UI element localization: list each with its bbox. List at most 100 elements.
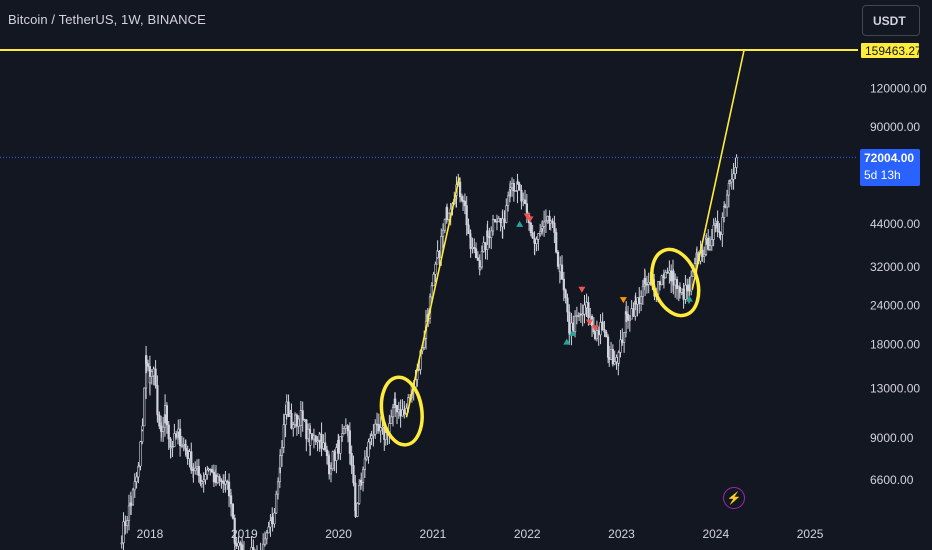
x-tick-label: 2022 (514, 527, 541, 541)
candle-body (645, 283, 648, 286)
candle-body (150, 371, 153, 377)
candle-body (339, 436, 342, 454)
x-tick-label: 2023 (608, 527, 635, 541)
symbol-title: Bitcoin / TetherUS, 1W, BINANCE (8, 12, 206, 27)
candle-body (209, 468, 212, 471)
candle-body (163, 405, 167, 416)
candle-body (175, 433, 178, 438)
candle-body (370, 435, 373, 439)
candle-body (480, 251, 483, 268)
candle-body (124, 521, 127, 526)
candle-body (725, 194, 729, 208)
candle-body (516, 181, 519, 185)
candle-body (167, 424, 170, 440)
candle-body (206, 469, 209, 476)
candle-body (707, 237, 710, 250)
candle-body (664, 271, 667, 279)
candle-body (549, 220, 552, 224)
candle-body (152, 368, 155, 377)
candle-body (436, 250, 439, 259)
candle-body (523, 199, 527, 204)
candle-body (192, 469, 195, 472)
candle-body (235, 543, 238, 547)
candle-body (207, 468, 210, 471)
candle-body (171, 446, 174, 448)
candle-body (732, 173, 735, 180)
candle-body (301, 410, 304, 420)
candle-body (394, 398, 397, 406)
candle-body (478, 266, 482, 270)
candle-body (636, 297, 639, 305)
trend-line (405, 177, 461, 418)
candle-body (381, 427, 384, 429)
candle-body (553, 222, 556, 233)
candle-body (356, 503, 359, 517)
candle-body (447, 212, 450, 220)
candle-body (579, 313, 582, 316)
candle-body (735, 157, 738, 168)
candle-body (583, 304, 586, 315)
candle-body (325, 449, 329, 457)
candle-body (630, 308, 633, 320)
candle-body (727, 183, 730, 196)
candle-body (490, 230, 493, 238)
candle-body (537, 233, 540, 240)
y-tick-label: 9000.00 (870, 431, 914, 445)
candle-body (250, 547, 253, 550)
candle-body (668, 270, 671, 274)
candle-body (674, 279, 677, 286)
lightning-icon[interactable]: ⚡ (723, 487, 745, 509)
candle-body (295, 414, 298, 427)
candle-body (177, 428, 180, 433)
candle-body (494, 220, 497, 223)
candle-body (625, 311, 628, 315)
candle-body (469, 236, 472, 249)
candle-body (688, 284, 691, 292)
candle-body (461, 200, 465, 202)
candle-body (342, 428, 346, 434)
candle-body (587, 302, 590, 318)
candle-body (360, 479, 363, 483)
candle-body (641, 285, 644, 297)
candle-body (647, 281, 650, 285)
candle-body (180, 445, 184, 447)
candle-body (133, 481, 136, 491)
candle-body (680, 288, 683, 293)
candle-body (395, 405, 399, 413)
candle-body (533, 242, 536, 245)
candle-body (127, 505, 131, 521)
candle-body (305, 419, 308, 440)
y-tick-label: 6600.00 (870, 473, 914, 487)
last-price-label: 72004.00 (864, 151, 915, 165)
signal-marker (563, 338, 571, 345)
candle-body (165, 405, 169, 426)
y-tick-label: 44000.00 (870, 217, 920, 231)
candle-body (597, 330, 600, 336)
candle-body (638, 297, 641, 305)
candle-body (507, 195, 510, 206)
candle-body (222, 480, 225, 484)
currency-button[interactable]: USDT (862, 5, 920, 36)
candle-body (141, 429, 144, 443)
circled-region (650, 247, 701, 318)
candle-body (675, 279, 679, 290)
candle-body (190, 451, 193, 471)
candle-body (169, 446, 172, 449)
candle-body (474, 248, 478, 259)
candle-body (438, 250, 441, 258)
candle-body (145, 355, 148, 364)
candle-body (626, 313, 630, 321)
candle-body (365, 456, 368, 460)
signal-marker (619, 297, 627, 304)
candle-body (710, 239, 713, 247)
candle-body (705, 237, 708, 240)
candle-body (311, 433, 314, 440)
candle-body (226, 480, 229, 483)
candle-body (721, 217, 724, 235)
candle-body (154, 368, 157, 386)
candle-body (643, 278, 647, 285)
candle-body (482, 242, 485, 252)
candle-body (573, 315, 577, 333)
candle-body (639, 296, 643, 305)
